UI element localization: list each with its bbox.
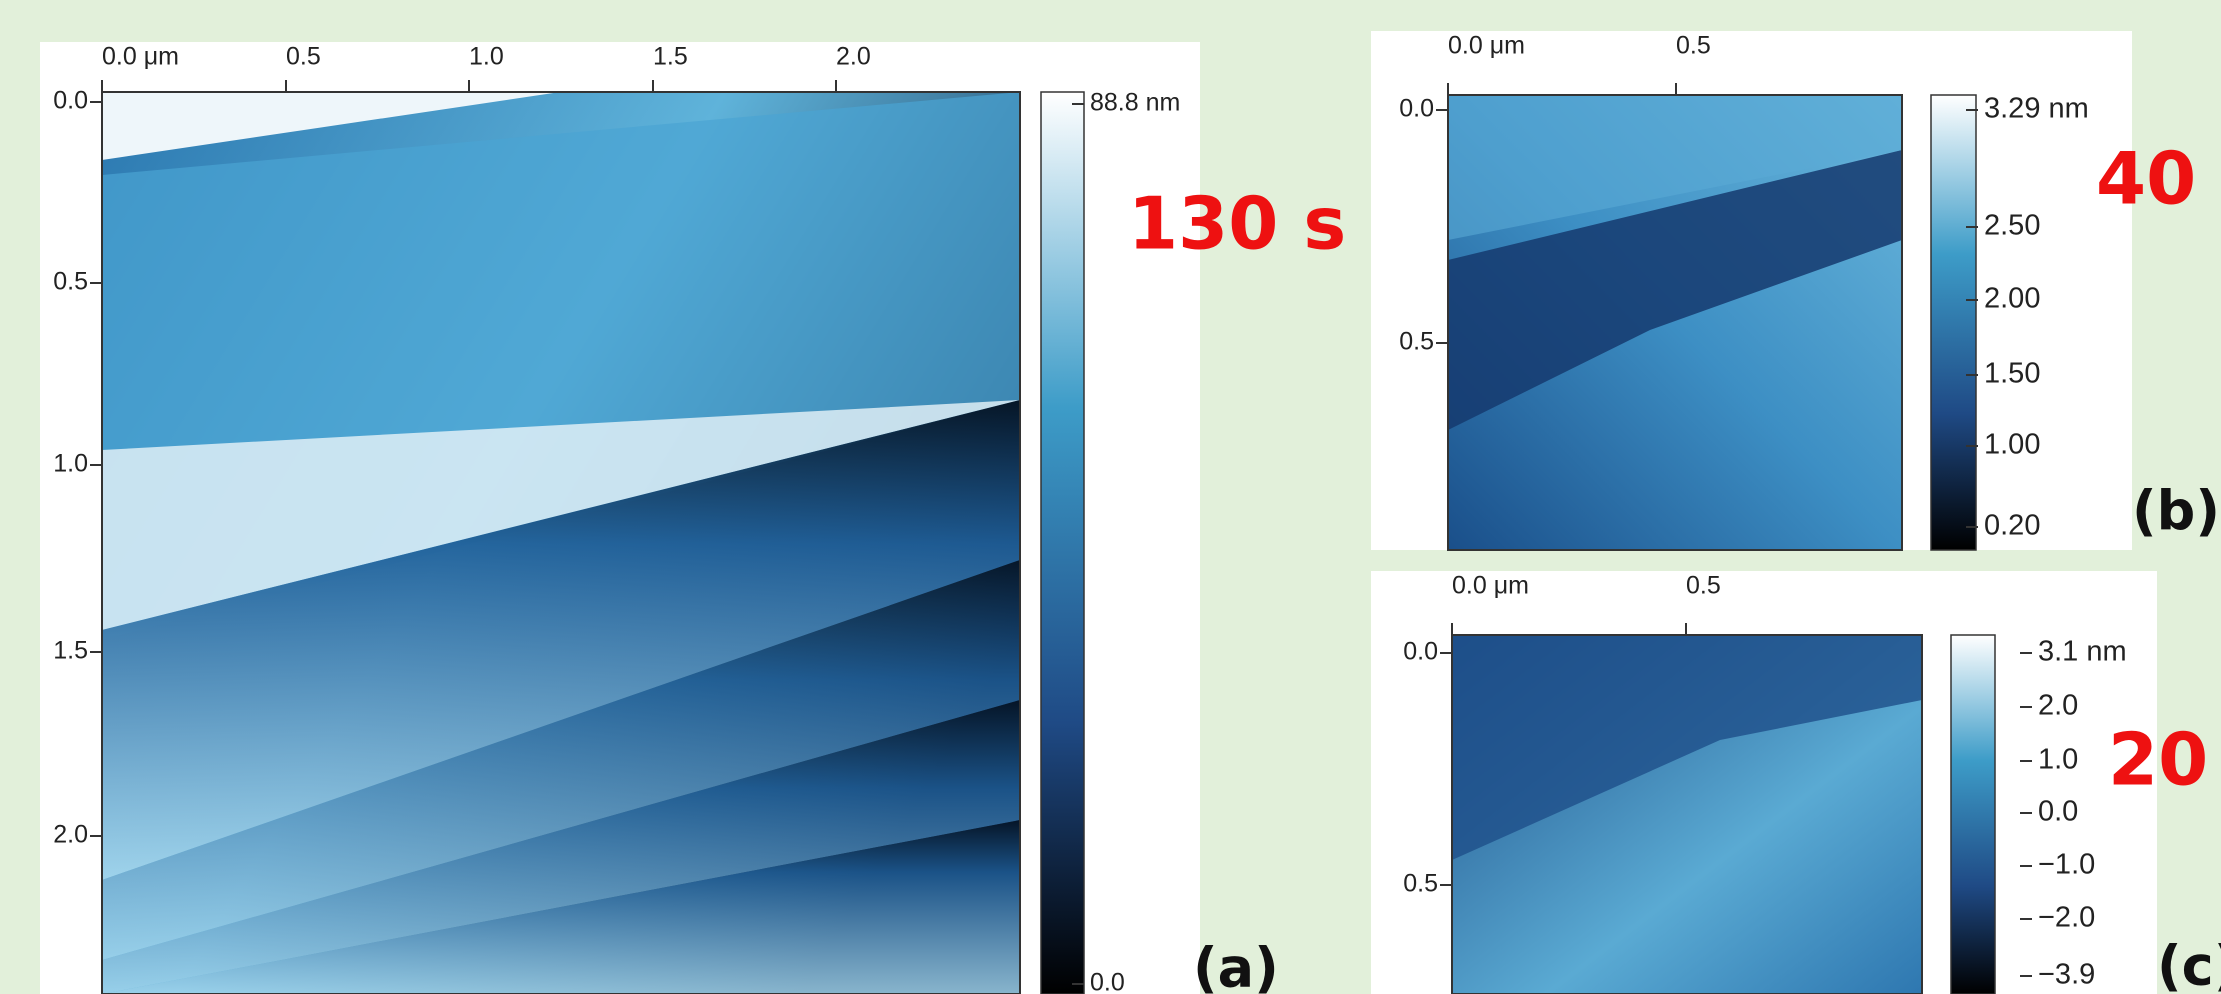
- y-tick-label: 0.0: [53, 87, 88, 115]
- colorbar-label: 1.00: [1984, 429, 2040, 461]
- y-tick-label: 0.0: [1399, 95, 1434, 123]
- afm-image-c: [1451, 634, 1923, 994]
- time-label: 40 s: [2096, 137, 2221, 221]
- x-tick-label: 1.0: [469, 43, 504, 71]
- colorbar-label: 1.0: [2038, 744, 2078, 776]
- colorbar-label: 0.0: [1090, 969, 1125, 994]
- x-tick-label: 0.0 μm: [1448, 32, 1525, 60]
- y-tick-label: 0.5: [53, 268, 88, 296]
- y-tick-label: 1.5: [53, 637, 88, 665]
- x-tick-label: 0.5: [286, 43, 321, 71]
- colorbar-label: 2.50: [1984, 210, 2040, 242]
- panel-letter: (c): [2157, 935, 2221, 994]
- y-tick-label: 0.5: [1399, 328, 1434, 356]
- time-label: 20: [2108, 718, 2208, 802]
- colorbar-label: 2.00: [1984, 283, 2040, 315]
- x-tick-label: 0.0 μm: [1452, 572, 1529, 600]
- x-tick-label: 0.0 μm: [102, 43, 179, 71]
- colorbar-label: 88.8 nm: [1090, 89, 1180, 117]
- panel-letter: (b): [2132, 480, 2220, 543]
- y-tick-label: 0.5: [1403, 870, 1438, 898]
- colorbar-label: 2.0: [2038, 690, 2078, 722]
- time-label: 130 s: [1128, 182, 1346, 266]
- colorbar-label: −3.9: [2038, 959, 2095, 991]
- panel-letter: (a): [1193, 937, 1279, 994]
- colorbar-label: 0.20: [1984, 510, 2040, 542]
- afm-image-b: [1447, 94, 1903, 551]
- y-tick-label: 1.0: [53, 450, 88, 478]
- colorbar-c: [1950, 634, 1996, 994]
- x-tick-label: 1.5: [653, 43, 688, 71]
- colorbar-label: 1.50: [1984, 358, 2040, 390]
- colorbar-label: −1.0: [2038, 849, 2095, 881]
- y-tick-label: 2.0: [53, 821, 88, 849]
- colorbar-b: [1930, 94, 1977, 551]
- colorbar-label: 3.1 nm: [2038, 636, 2127, 668]
- colorbar-label: 3.29 nm: [1984, 93, 2089, 125]
- x-tick-label: 0.5: [1686, 572, 1721, 600]
- colorbar-label: 0.0: [2038, 796, 2078, 828]
- colorbar-label: −2.0: [2038, 902, 2095, 934]
- afm-image-a: [101, 91, 1021, 994]
- x-tick-label: 2.0: [836, 43, 871, 71]
- y-tick-label: 0.0: [1403, 638, 1438, 666]
- colorbar-a: [1040, 91, 1085, 994]
- x-tick-label: 0.5: [1676, 32, 1711, 60]
